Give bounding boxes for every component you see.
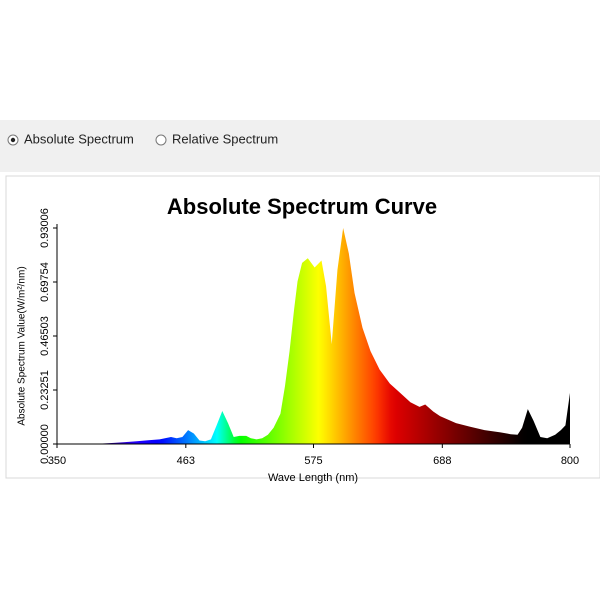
x-tick-label: 463 <box>177 455 195 467</box>
radio-label[interactable]: Absolute Spectrum <box>24 131 134 146</box>
y-tick-label: 0.46503 <box>39 316 51 356</box>
y-tick-label: 0.93006 <box>39 208 51 248</box>
y-tick-label: 0.00000 <box>39 424 51 464</box>
x-tick-label: 575 <box>304 455 322 467</box>
radio-button[interactable] <box>155 134 167 146</box>
y-tick-label: 0.69754 <box>39 262 51 302</box>
x-tick-label: 350 <box>48 455 66 467</box>
spectrum-area <box>91 228 570 444</box>
radio-label[interactable]: Relative Spectrum <box>172 131 278 146</box>
radio-group: Absolute Spectrum Relative Spectrum <box>7 131 278 146</box>
chart-title: Absolute Spectrum Curve <box>167 194 437 219</box>
y-tick-label: 0.23251 <box>39 370 51 410</box>
toolbar <box>0 120 600 172</box>
x-tick-label: 800 <box>561 455 579 467</box>
radio-dot <box>10 137 16 143</box>
y-axis-label: Absolute Spectrum Value(W/m²/nm) <box>17 266 28 425</box>
x-axis-label: Wave Length (nm) <box>268 472 358 484</box>
x-tick-label: 688 <box>433 455 451 467</box>
